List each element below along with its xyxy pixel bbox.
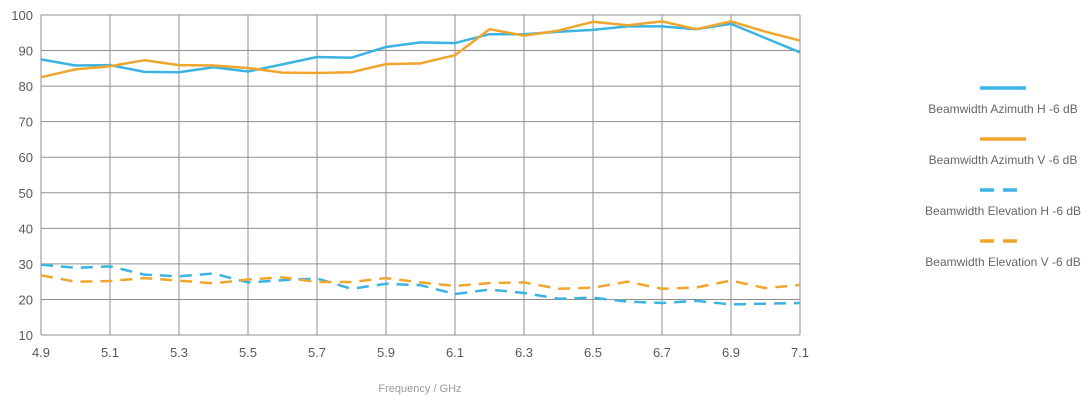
y-tick-label: 10 — [19, 328, 33, 343]
y-tick-label: 80 — [19, 79, 33, 94]
legend-label-2: Beamwidth Azimuth V -6 dB — [929, 153, 1078, 167]
series-line-2 — [40, 20, 801, 79]
series-line-1 — [40, 22, 801, 74]
x-axis-title: Frequency / GHz — [378, 383, 461, 395]
x-tick-label: 7.1 — [791, 345, 809, 360]
y-tick-label: 40 — [19, 221, 33, 236]
series-lines — [40, 20, 801, 306]
series-line-4 — [40, 274, 801, 291]
x-tick-label: 6.3 — [515, 345, 533, 360]
legend-label-4: Beamwidth Elevation V -6 dB — [925, 255, 1080, 269]
x-tick-label: 6.9 — [722, 345, 740, 360]
y-tick-label: 100 — [11, 8, 33, 23]
legend-label-1: Beamwidth Azimuth H -6 dB — [928, 102, 1077, 116]
legend-label-3: Beamwidth Elevation H -6 dB — [925, 204, 1081, 218]
x-tick-label: 6.5 — [584, 345, 602, 360]
legend: Beamwidth Azimuth H -6 dB Beamwidth Azimu… — [925, 86, 1081, 269]
x-tick-label: 5.1 — [101, 345, 119, 360]
series-line-3 — [40, 263, 801, 306]
x-tick-label: 6.7 — [653, 345, 671, 360]
x-tick-label: 4.9 — [32, 345, 50, 360]
y-tick-label: 50 — [19, 186, 33, 201]
y-tick-label: 60 — [19, 150, 33, 165]
y-tick-label: 90 — [19, 44, 33, 59]
x-tick-label: 5.7 — [308, 345, 326, 360]
y-tick-label: 70 — [19, 115, 33, 130]
x-tick-label: 5.9 — [377, 345, 395, 360]
x-tick-label: 5.5 — [239, 345, 257, 360]
y-tick-labels: 10 20 30 40 50 60 70 80 90 100 — [11, 8, 33, 343]
x-tick-label: 5.3 — [170, 345, 188, 360]
y-tick-label: 20 — [19, 292, 33, 307]
x-tick-label: 6.1 — [446, 345, 464, 360]
y-tick-label: 30 — [19, 257, 33, 272]
x-tick-labels: 4.9 5.1 5.3 5.5 5.7 5.9 6.1 6.3 6.5 6.7 6.9 7.1 — [32, 345, 809, 360]
